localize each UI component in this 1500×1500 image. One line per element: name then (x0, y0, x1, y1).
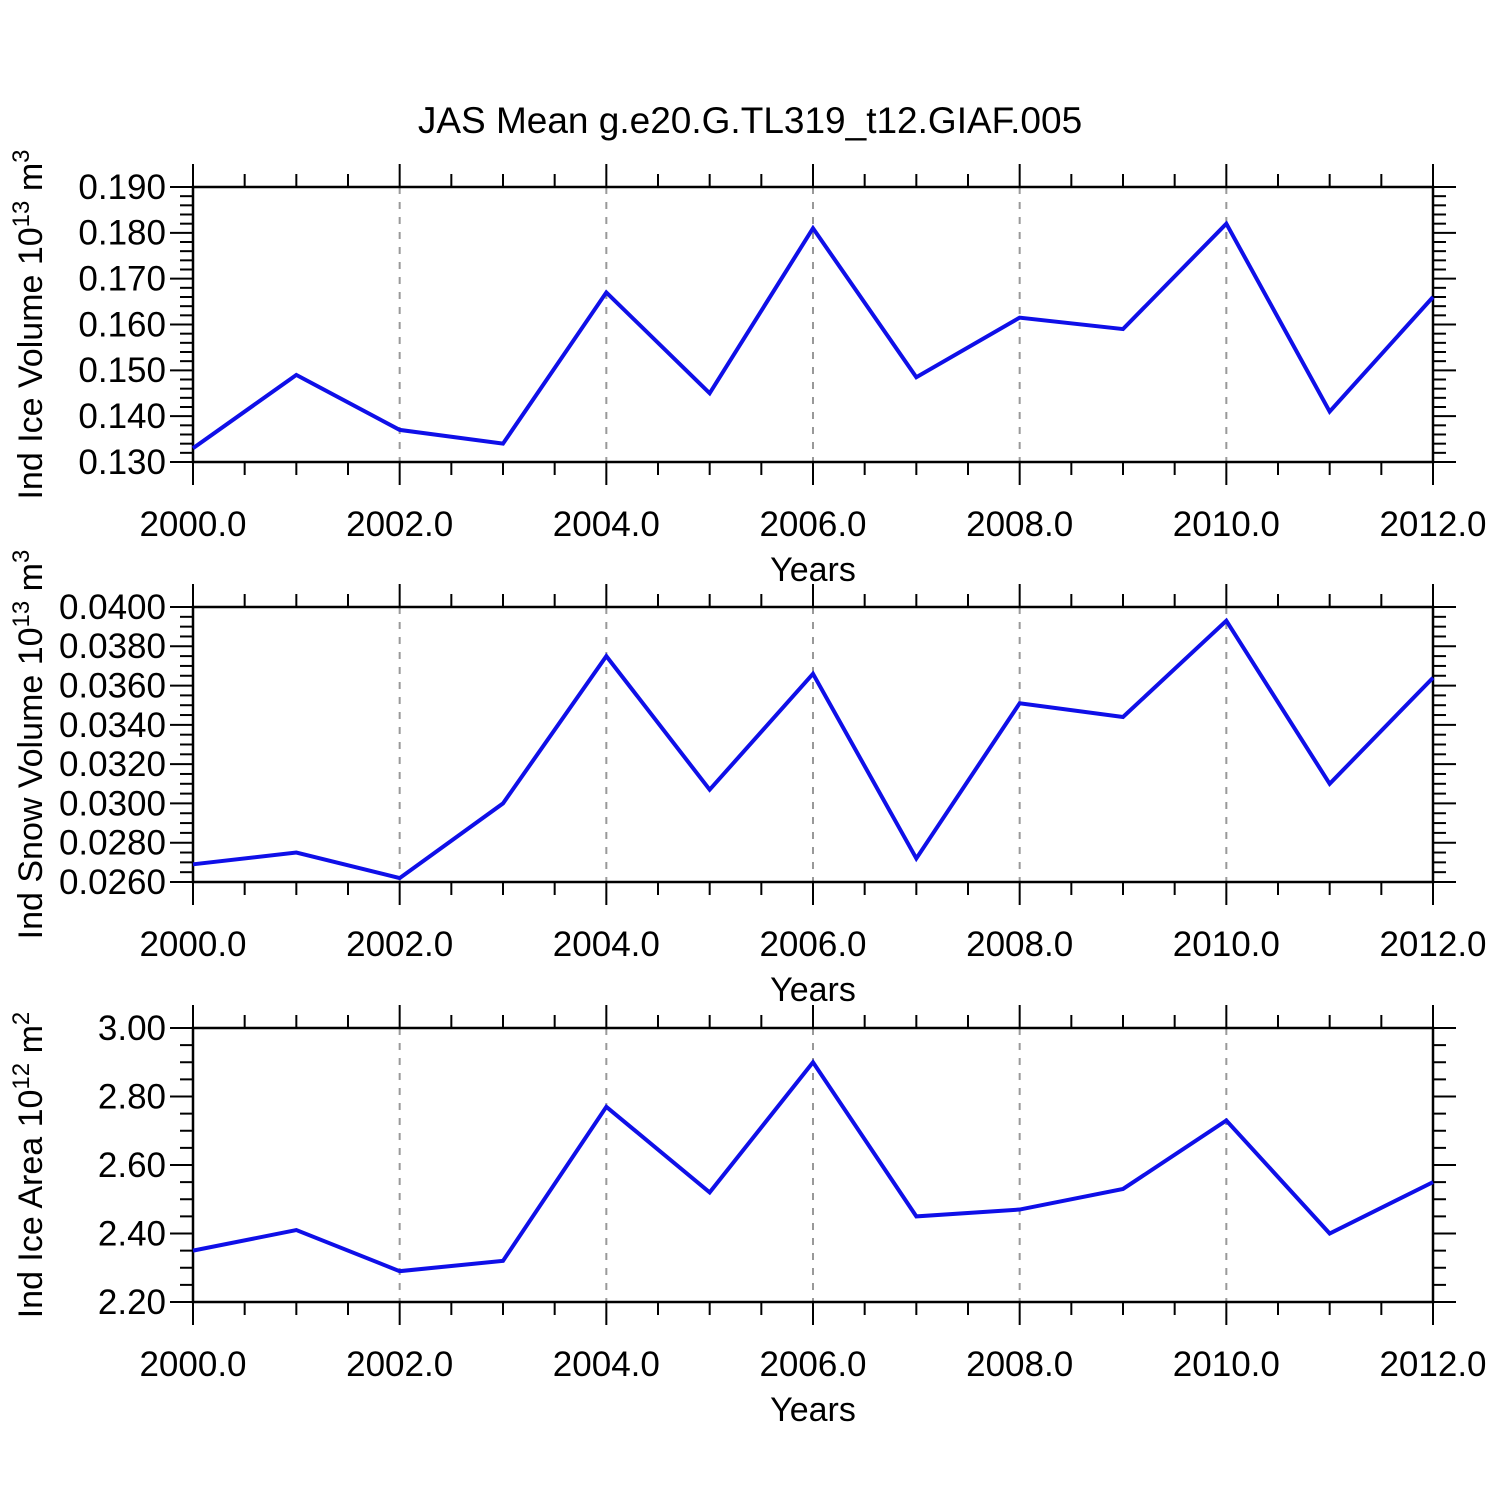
y-tick-label: 0.0300 (59, 784, 166, 823)
x-tick-label: 2008.0 (966, 925, 1073, 964)
y-tick-label: 0.0400 (59, 588, 166, 627)
x-tick-label: 2006.0 (759, 1345, 866, 1384)
x-tick-label: 2012.0 (1379, 505, 1486, 544)
y-tick-label: 0.170 (78, 260, 166, 299)
x-tick-label: 2006.0 (759, 505, 866, 544)
y-tick-label: 0.0380 (59, 627, 166, 666)
x-tick-label: 2008.0 (966, 1345, 1073, 1384)
x-axis-label: Years (770, 1391, 856, 1429)
y-tick-label: 0.160 (78, 305, 166, 344)
y-tick-label: 2.80 (98, 1077, 166, 1116)
x-tick-label: 2010.0 (1173, 1345, 1280, 1384)
y-tick-label: 0.150 (78, 351, 166, 390)
y-tick-label: 0.0360 (59, 666, 166, 705)
x-tick-label: 2002.0 (346, 925, 453, 964)
x-axis-label: Years (770, 971, 856, 1009)
data-line-ice-volume (191, 220, 1435, 450)
x-tick-label: 2012.0 (1379, 925, 1486, 964)
x-tick-label: 2000.0 (139, 925, 246, 964)
x-tick-label: 2000.0 (139, 1345, 246, 1384)
y-tick-label: 2.40 (98, 1214, 166, 1253)
y-tick-label: 0.0340 (59, 706, 166, 745)
y-tick-label: 0.140 (78, 397, 166, 436)
x-tick-label: 2012.0 (1379, 1345, 1486, 1384)
y-tick-label: 0.190 (78, 168, 166, 207)
x-tick-label: 2010.0 (1173, 925, 1280, 964)
y-tick-label: 2.60 (98, 1146, 166, 1185)
x-tick-label: 2008.0 (966, 505, 1073, 544)
y-tick-label: 2.20 (98, 1283, 166, 1322)
y-axis-label: Ind Ice Area 1012 m2 (8, 1012, 50, 1319)
y-axis-label: Ind Ice Volume 1013 m3 (8, 149, 50, 499)
chart-title: JAS Mean g.e20.G.TL319_t12.GIAF.005 (418, 100, 1082, 141)
x-tick-label: 2004.0 (553, 505, 660, 544)
data-line-snow-volume (192, 617, 1435, 881)
data-line-ice-area (192, 1058, 1434, 1274)
panel-snow-volume: 2000.0 2002.0 2004.0 2006.0 2008.0 2010.0 2012… (8, 550, 1487, 1009)
x-tick-label: 2000.0 (139, 505, 246, 544)
y-tick-label: 0.0260 (59, 863, 166, 902)
panel-ice-area: 2000.0 2002.0 2004.0 2006.0 2008.0 2010.0 2012… (8, 1005, 1487, 1429)
y-tick-label: 0.130 (78, 443, 166, 482)
y-tick-label: 3.00 (98, 1009, 166, 1048)
y-tick-label: 0.0320 (59, 745, 166, 784)
x-tick-label: 2002.0 (346, 505, 453, 544)
x-tick-label: 2002.0 (346, 1345, 453, 1384)
panel-ice-volume: 2000.0 2002.0 2004.0 2006.0 2008.0 2010.0 2012… (8, 149, 1487, 589)
y-tick-label: 0.0280 (59, 824, 166, 863)
x-tick-label: 2004.0 (553, 1345, 660, 1384)
x-tick-label: 2010.0 (1173, 505, 1280, 544)
x-axis-label: Years (770, 551, 856, 589)
x-tick-label: 2004.0 (553, 925, 660, 964)
y-axis-label: Ind Snow Volume 1013 m3 (8, 550, 50, 940)
x-tick-label: 2006.0 (759, 925, 866, 964)
y-tick-label: 0.180 (78, 214, 166, 253)
